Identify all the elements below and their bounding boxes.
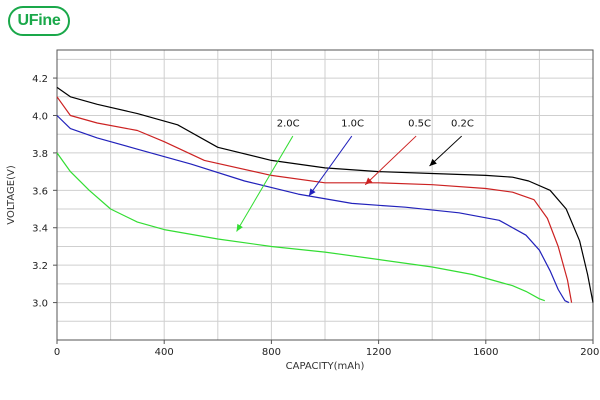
ufine-logo: UFine — [8, 6, 70, 36]
x-tick-label: 0 — [54, 347, 60, 358]
annotations: 2.0C 1.0C 0.5C 0.2C — [236, 119, 474, 232]
grid — [57, 50, 593, 340]
x-tick-label: 1600 — [473, 347, 498, 358]
annotation-label: 0.5C — [408, 119, 431, 130]
y-tick-label: 3.0 — [32, 299, 48, 310]
plot-frame — [56, 49, 594, 341]
annotation-arrowhead — [365, 177, 373, 185]
x-axis-label: CAPACITY(mAh) — [286, 361, 365, 372]
y-tick-label: 4.2 — [32, 74, 48, 85]
series-lines — [56, 86, 594, 304]
y-tick-label: 4.0 — [32, 111, 48, 122]
annotation-label: 0.2C — [451, 119, 474, 130]
axis-ticks: 0 400 800 1200 1600 2000 3.0 3.2 3.4 3.6 3.8 4.0 4.2 — [32, 74, 600, 358]
x-tick-label: 1200 — [366, 347, 391, 358]
y-tick-label: 3.4 — [32, 224, 48, 235]
x-tick-label: 2000 — [580, 347, 600, 358]
annotation-label: 1.0C — [341, 119, 364, 130]
logo-text: UFine — [17, 12, 61, 29]
series-line-2-0C — [56, 152, 545, 302]
y-tick-label: 3.6 — [32, 186, 48, 197]
y-tick-label: 3.8 — [32, 149, 48, 160]
x-tick-label: 800 — [262, 347, 281, 358]
annotation-arrowhead — [308, 188, 316, 196]
x-tick-label: 400 — [155, 347, 174, 358]
y-axis-label: VOLTAGE(V) — [6, 165, 17, 225]
annotation-arrow — [308, 135, 353, 197]
annotation-arrow — [364, 135, 417, 186]
annotation-arrow — [429, 135, 463, 167]
series-line-0-5C — [56, 96, 573, 303]
annotation-arrow — [236, 135, 294, 232]
y-tick-label: 3.2 — [32, 261, 48, 272]
series-line-0-2C — [56, 86, 594, 303]
annotation-label: 2.0C — [277, 119, 300, 130]
series-line-1-0C — [56, 115, 570, 304]
annotation-arrowhead — [236, 223, 243, 232]
annotation-arrowhead — [429, 158, 437, 166]
